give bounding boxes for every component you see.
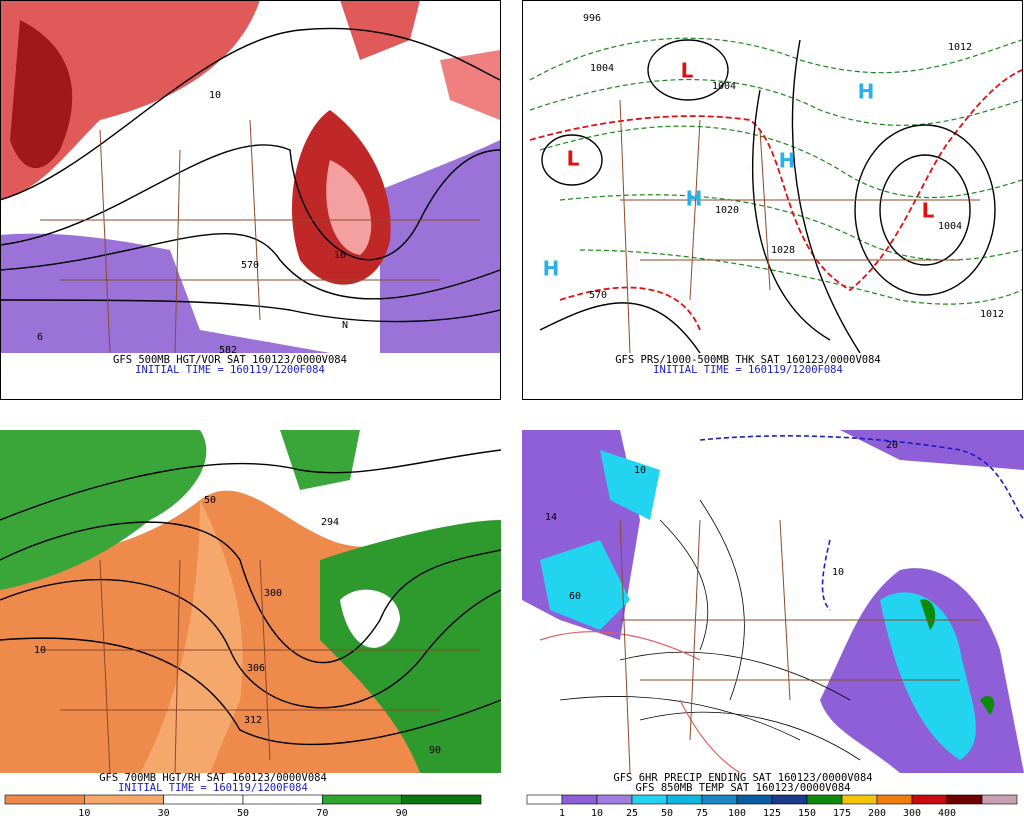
colorbar-swatch [242, 794, 323, 805]
colorbar-swatch [981, 794, 1018, 805]
contour-label: 306 [247, 663, 265, 674]
map-700mb [0, 430, 501, 773]
colorbar-label: 150 [798, 808, 816, 819]
panel-caption: GFS 500MB HGT/VOR SAT 160123/0000V084 [113, 354, 347, 366]
contour-label: 1020 [715, 205, 739, 216]
colorbar-label: 10 [78, 808, 90, 819]
colorbar-swatch [666, 794, 703, 805]
colorbar-label: 200 [868, 808, 886, 819]
contour-label: 1004 [938, 221, 962, 232]
colorbar-label: 175 [833, 808, 851, 819]
initial-time: INITIAL TIME = 160119/1200F084 [135, 364, 325, 376]
panel-caption: GFS 700MB HGT/RH SAT 160123/0000V084 [99, 772, 327, 784]
panel-frame [522, 0, 1023, 400]
contour-label: 294 [321, 517, 339, 528]
panel-caption: GFS 6HR PRECIP ENDING SAT 160123/0000V08… [613, 772, 872, 784]
colorbar-swatch [4, 794, 85, 805]
colorbar-label: 50 [661, 808, 673, 819]
contour-label: 582 [219, 345, 237, 356]
colorbar-swatch [841, 794, 878, 805]
pressure-center: L [922, 199, 935, 223]
panel-caption: GFS 850MB TEMP SAT 160123/0000V084 [636, 782, 851, 794]
contour-label: 570 [589, 290, 607, 301]
initial-time: INITIAL TIME = 160119/1200F084 [653, 364, 843, 376]
pressure-center: L [567, 147, 580, 171]
colorbar-label: 400 [938, 808, 956, 819]
colorbar-swatch [401, 794, 482, 805]
pressure-center: H [543, 257, 560, 281]
colorbar-label: 30 [158, 808, 170, 819]
colorbar-label: 125 [763, 808, 781, 819]
panel-frame [0, 0, 501, 400]
contour-label: 1012 [948, 42, 972, 53]
contour-label: 996 [583, 13, 601, 24]
colorbar-label: 300 [903, 808, 921, 819]
contour-label: 60 [569, 591, 581, 602]
contour-label: 1004 [590, 63, 614, 74]
colorbar-swatch [84, 794, 164, 805]
contour-label: 90 [429, 745, 441, 756]
contour-label: 570 [241, 260, 259, 271]
colorbar-swatch [771, 794, 808, 805]
colorbar-swatch [876, 794, 913, 805]
contour-label: 10 [634, 465, 646, 476]
colorbar-swatch [736, 794, 773, 805]
colorbar-label: 10 [591, 808, 603, 819]
contour-label: 10 [34, 645, 46, 656]
contour-label: 50 [204, 495, 216, 506]
panel-caption: GFS PRS/1000-500MB THK SAT 160123/0000V0… [615, 354, 881, 366]
colorbar-swatch [701, 794, 738, 805]
contour-label: 10 [209, 90, 221, 101]
colorbar-swatch [526, 794, 563, 805]
colorbar-label: 1 [559, 808, 565, 819]
contour-label: 20 [886, 440, 898, 451]
contour-label: 312 [244, 715, 262, 726]
contour-label: N [342, 320, 348, 331]
contour-label: 300 [264, 588, 282, 599]
initial-time: INITIAL TIME = 160119/1200F084 [118, 782, 308, 794]
colorbar-label: 70 [316, 808, 328, 819]
contour-label: 1004 [712, 81, 736, 92]
colorbar-swatch [561, 794, 598, 805]
colorbar-label: 50 [237, 808, 249, 819]
contour-label: 10 [832, 567, 844, 578]
pressure-center: H [686, 187, 703, 211]
colorbar-label: 75 [696, 808, 708, 819]
pressure-center: H [779, 149, 796, 173]
colorbar-swatch [596, 794, 633, 805]
contour-label: 1028 [771, 245, 795, 256]
colorbar-swatch [806, 794, 843, 805]
contour-label: 10 [334, 250, 346, 261]
colorbar-label: 100 [728, 808, 746, 819]
colorbar-swatch [631, 794, 668, 805]
pressure-center: L [681, 59, 694, 83]
contour-label: 6 [37, 332, 43, 343]
pressure-center: H [858, 80, 875, 104]
map-precip [522, 430, 1024, 773]
colorbar-swatch [911, 794, 948, 805]
colorbar-label: 25 [626, 808, 638, 819]
colorbar-swatch [322, 794, 402, 805]
contour-label: 1012 [980, 309, 1004, 320]
colorbar-swatch [163, 794, 244, 805]
colorbar-label: 90 [396, 808, 408, 819]
map-500mb [1, 1, 500, 353]
colorbar-swatch [946, 794, 983, 805]
map-pressure [523, 1, 1022, 353]
contour-label: 14 [545, 512, 557, 523]
